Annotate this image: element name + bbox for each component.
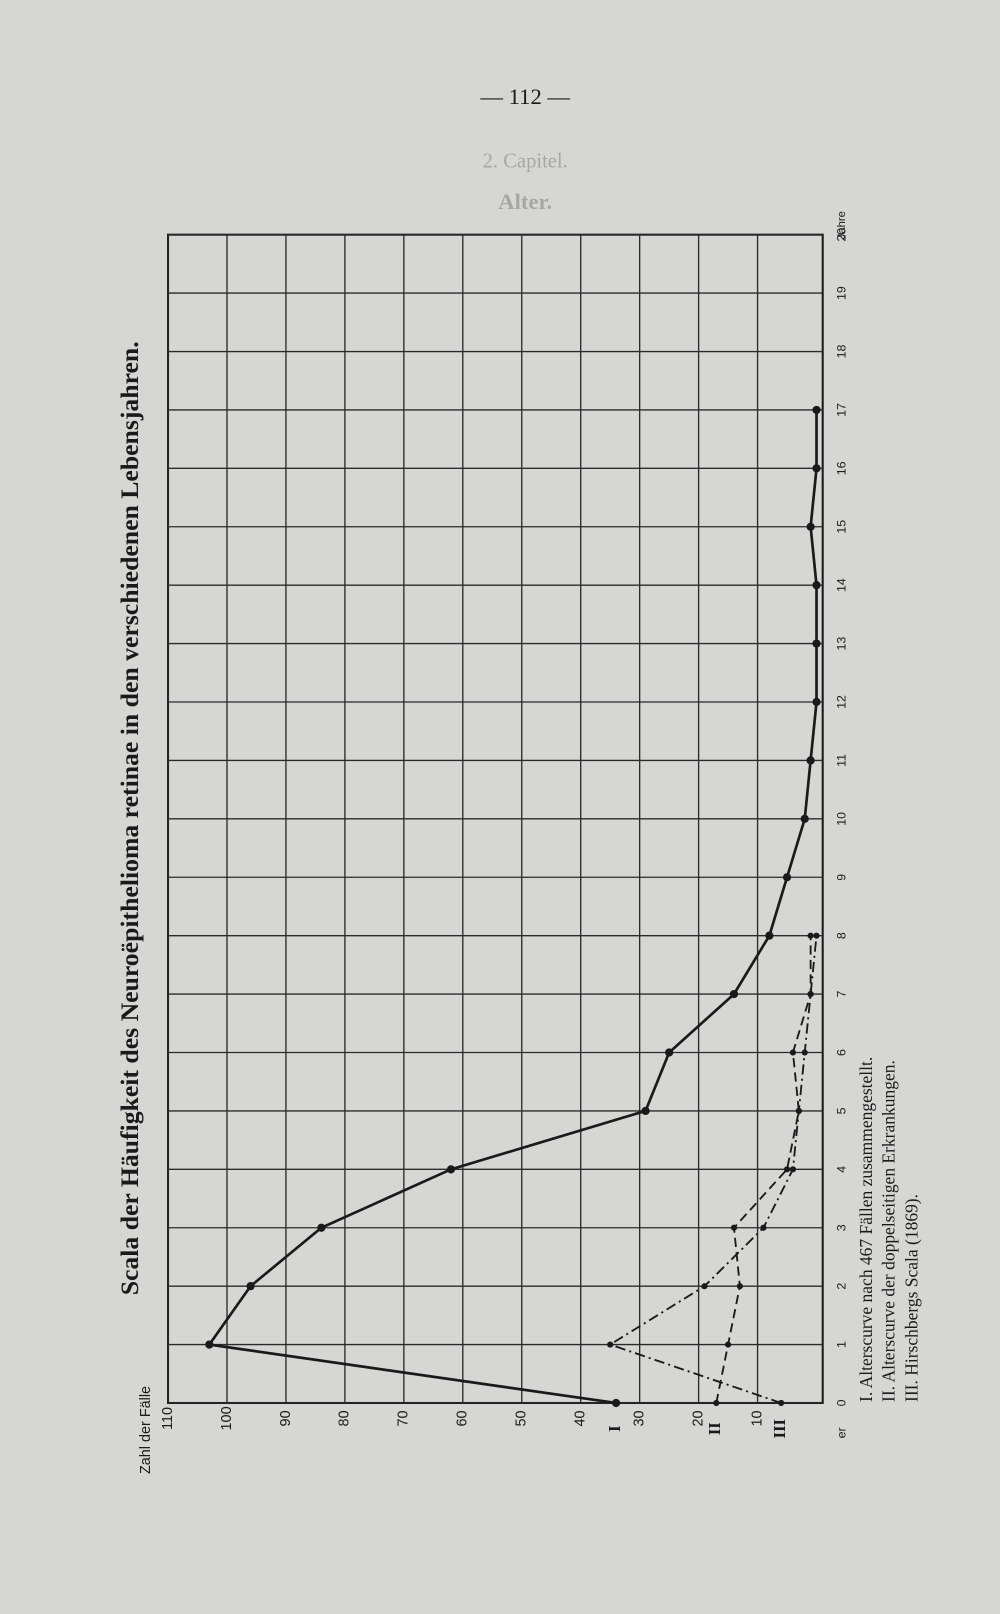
data-point	[765, 931, 774, 940]
y-tick-label: 60	[455, 1410, 471, 1426]
data-point	[760, 1224, 767, 1231]
x-tick-label: 7	[835, 991, 849, 998]
series-line	[715, 935, 812, 1404]
x-tick-label: 2	[835, 1283, 849, 1290]
data-point	[725, 1341, 732, 1348]
legend-entry: I. Alterscurve nach 467 Fällen zusammeng…	[856, 1057, 876, 1402]
faded-heading: 2. Capitel.	[483, 150, 568, 172]
data-point	[641, 1106, 650, 1116]
x-tick-label: 0	[835, 1399, 849, 1406]
series-label: II	[705, 1422, 724, 1435]
page-number: — 112 —	[479, 84, 570, 109]
data-point	[812, 581, 821, 590]
x-tick-label: 13	[835, 637, 849, 651]
x-tick-label: 16	[835, 461, 849, 475]
data-point	[730, 1224, 738, 1231]
y-tick-label: 80	[337, 1410, 353, 1426]
data-point	[806, 756, 815, 765]
data-point	[813, 932, 820, 939]
legend-entry: II. Alterscurve der doppelseitigen Erkra…	[879, 1060, 899, 1402]
data-point	[801, 1049, 808, 1056]
data-point	[701, 1283, 708, 1290]
x-tick-label: 1	[835, 1341, 849, 1348]
data-point	[246, 1282, 255, 1291]
x-axis-note: er	[835, 1427, 849, 1438]
x-tick-label: 4	[835, 1166, 849, 1173]
data-point	[795, 1107, 802, 1114]
x-tick-label: 15	[835, 520, 849, 534]
data-point	[812, 639, 821, 648]
y-axis-label: Zahl der Fälle	[138, 1386, 154, 1474]
y-tick-label: 20	[690, 1410, 706, 1426]
x-tick-label: 9	[835, 874, 849, 881]
data-point	[782, 873, 792, 882]
x-tick-label: 18	[835, 345, 849, 359]
y-tick-label: 10	[749, 1410, 765, 1426]
series-line	[206, 409, 818, 1405]
y-tick-label: 40	[573, 1410, 589, 1426]
y-tick-label: 100	[219, 1406, 235, 1430]
x-tick-label: 12	[835, 695, 849, 709]
data-point	[713, 1399, 720, 1407]
y-tick-label: 50	[514, 1410, 530, 1426]
series-label: III	[770, 1419, 789, 1438]
x-tick-label: 5	[835, 1107, 849, 1114]
data-point	[205, 1340, 214, 1349]
data-point	[607, 1341, 614, 1348]
x-tick-label: 19	[835, 286, 849, 300]
faded-heading: Alter.	[498, 189, 552, 214]
x-tick-label: 6	[835, 1049, 849, 1056]
data-point	[736, 1283, 743, 1290]
y-tick-label: 70	[396, 1410, 412, 1426]
data-point	[317, 1223, 326, 1232]
series-label: I	[605, 1426, 624, 1432]
data-point	[812, 464, 821, 473]
x-tick-label: 8	[835, 932, 849, 939]
data-point	[807, 932, 814, 939]
data-point	[812, 697, 821, 707]
data-point	[729, 989, 739, 999]
legend-entry: III. Hirschbergs Scala (1869).	[901, 1194, 921, 1402]
data-point	[611, 1398, 621, 1408]
x-tick-label: 10	[835, 812, 849, 826]
data-point	[800, 814, 809, 823]
y-tick-label: 90	[278, 1410, 294, 1426]
x-axis-label: Jahre	[836, 211, 848, 239]
data-point	[807, 990, 814, 998]
x-tick-label: 3	[835, 1224, 849, 1231]
chart-title: Scala der Häufigkeit des Neuroëpitheliom…	[115, 341, 144, 1295]
data-point	[806, 522, 815, 531]
data-point	[446, 1165, 456, 1174]
x-tick-label: 17	[835, 403, 849, 417]
x-tick-label: 14	[835, 578, 849, 592]
x-tick-label: 11	[835, 754, 849, 767]
data-point	[783, 1166, 791, 1173]
data-point	[665, 1048, 674, 1057]
y-tick-label: 110	[160, 1407, 176, 1430]
y-tick-label: 30	[631, 1410, 647, 1426]
data-point	[789, 1049, 797, 1056]
x-tick-label: 20	[835, 228, 849, 242]
data-point	[789, 1166, 797, 1173]
data-point	[812, 405, 821, 415]
data-point	[778, 1399, 785, 1407]
